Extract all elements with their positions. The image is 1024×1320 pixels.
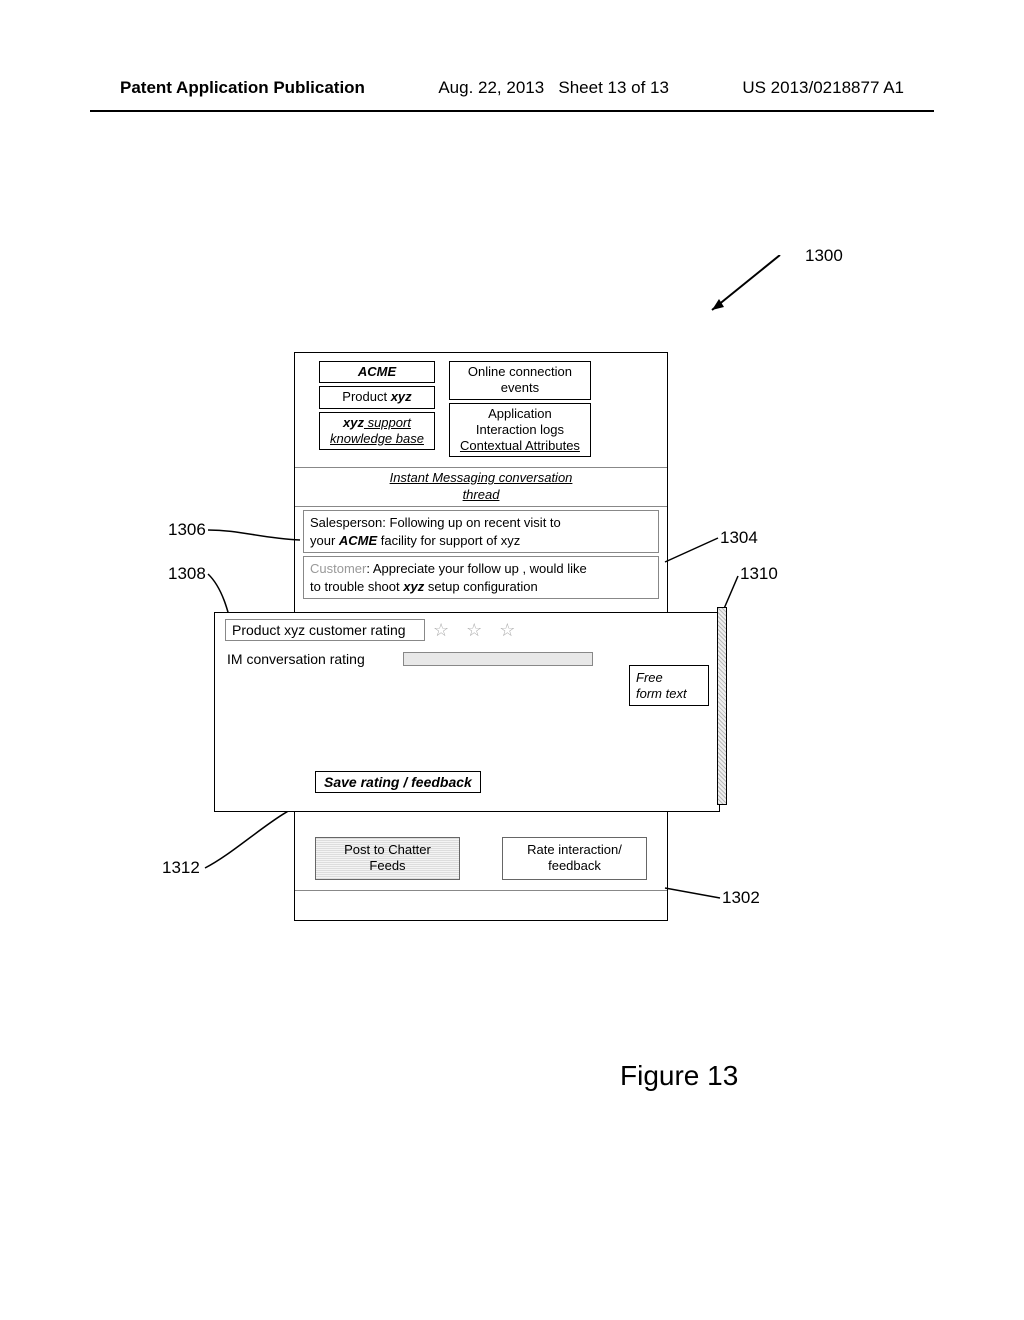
chip-app-logs[interactable]: Application Interaction logs Contextual … [449,403,591,458]
rating-row-product: Product xyz customer rating ☆ ☆ ☆ [215,613,719,643]
header-docnum: US 2013/0218877 A1 [742,78,904,98]
bottom-buttons-bar: Post to Chatter Feeds Rate interaction/ … [295,831,667,884]
label-product-rating: Product xyz customer rating [225,619,425,641]
top-chips-row: ACME Product xyz xyz support knowledge b… [295,353,667,463]
header-left: Patent Application Publication [120,78,365,98]
chip-product[interactable]: Product xyz [319,386,435,408]
rate-interaction-button[interactable]: Rate interaction/ feedback [502,837,647,880]
post-chatter-button[interactable]: Post to Chatter Feeds [315,837,460,880]
ref-1308: 1308 [168,564,206,584]
ref-1306: 1306 [168,520,206,540]
chip-events[interactable]: Online connection events [449,361,591,400]
rating-panel: Product xyz customer rating ☆ ☆ ☆ IM con… [214,612,720,812]
page-header: Patent Application Publication Aug. 22, … [0,78,1024,98]
im-msg-salesperson: Salesperson: Following up on recent visi… [303,510,659,553]
arrow-1300-icon [700,255,800,315]
freeform-text-input[interactable]: Free form text [629,665,709,706]
chip-acme[interactable]: ACME [319,361,435,383]
im-thread-header: Instant Messaging conversation thread [295,467,667,507]
im-msg-customer: Customer: Appreciate your follow up , wo… [303,556,659,599]
ref-1304: 1304 [720,528,758,548]
label-im-rating: IM conversation rating [225,649,395,669]
ref-1302: 1302 [722,888,760,908]
star-rating-icon[interactable]: ☆ ☆ ☆ [433,620,521,641]
ref-1312: 1312 [162,858,200,878]
header-rule [90,110,934,112]
ref-1300: 1300 [805,246,843,266]
chip-kb[interactable]: xyz support knowledge base [319,412,435,451]
figure-label: Figure 13 [620,1060,738,1092]
bottom-divider [295,890,667,920]
top-left-col: ACME Product xyz xyz support knowledge b… [319,361,435,457]
im-rating-slider[interactable] [403,652,593,666]
header-date: Aug. 22, 2013 Sheet 13 of 13 [438,78,669,98]
ref-1310: 1310 [740,564,778,584]
top-right-col: Online connection events Application Int… [449,361,591,457]
save-rating-button[interactable]: Save rating / feedback [315,771,481,793]
